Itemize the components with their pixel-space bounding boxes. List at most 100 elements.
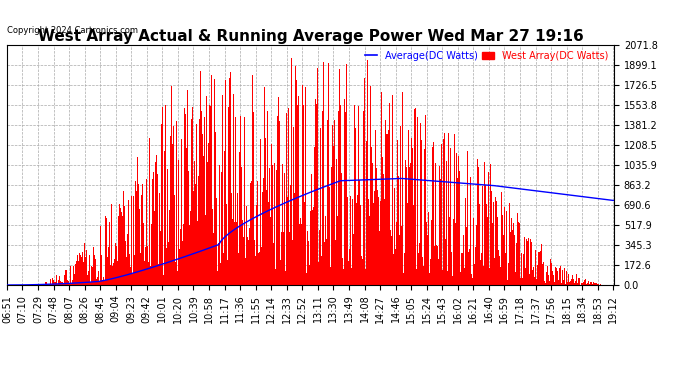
Bar [109,222,110,285]
Bar [57,284,58,285]
Bar [429,273,430,285]
Bar [395,249,396,285]
Bar [377,190,378,285]
Bar [402,92,403,285]
Bar [525,268,526,285]
Bar [219,165,220,285]
Bar [147,246,148,285]
Bar [173,126,174,285]
Bar [495,220,496,285]
Bar [252,75,253,285]
Bar [246,206,247,285]
Bar [43,284,44,285]
Bar [64,275,65,285]
Bar [65,270,66,285]
Bar [121,212,122,285]
Bar [366,60,368,285]
Bar [51,284,52,285]
Bar [272,177,273,285]
Bar [115,243,116,285]
Bar [526,242,528,285]
Bar [188,107,190,285]
Bar [259,252,260,285]
Bar [306,273,307,285]
Bar [190,211,191,285]
Bar [277,117,278,285]
Bar [431,237,433,285]
Bar [203,228,204,285]
Bar [302,85,303,285]
Bar [585,279,586,285]
Bar [70,266,71,285]
Bar [335,237,336,285]
Bar [438,259,439,285]
Bar [266,111,268,285]
Bar [410,163,411,285]
Bar [284,173,285,285]
Bar [559,268,560,285]
Bar [77,255,78,285]
Bar [369,216,370,285]
Bar [171,86,172,285]
Bar [394,188,395,285]
Bar [563,280,564,285]
Bar [199,119,200,285]
Bar [243,237,244,285]
Bar [84,243,86,285]
Bar [385,120,386,285]
Bar [347,198,348,285]
Bar [531,280,533,285]
Bar [142,184,143,285]
Bar [382,157,383,285]
Bar [551,263,552,285]
Bar [216,198,217,285]
Bar [560,266,561,285]
Bar [88,268,90,285]
Bar [48,284,49,285]
Bar [186,148,187,285]
Bar [54,282,55,285]
Bar [260,139,261,285]
Bar [134,250,135,285]
Bar [424,149,425,285]
Bar [574,284,575,285]
Bar [110,204,112,285]
Bar [390,230,391,285]
Bar [234,222,235,285]
Bar [144,261,145,285]
Bar [296,80,297,285]
Bar [562,270,563,285]
Bar [45,282,46,285]
Bar [548,275,549,285]
Bar [201,134,203,285]
Bar [414,109,415,285]
Bar [468,152,469,285]
Bar [155,162,156,285]
Bar [157,174,158,285]
Bar [477,159,478,285]
Bar [245,258,246,285]
Bar [187,90,188,285]
Bar [264,87,265,285]
Bar [371,147,372,285]
Bar [159,194,160,285]
Bar [387,134,388,285]
Bar [312,210,313,285]
Bar [351,268,352,285]
Bar [508,262,509,285]
Bar [213,233,214,285]
Bar [457,156,459,285]
Bar [91,266,92,285]
Bar [52,278,53,285]
Bar [558,280,559,285]
Bar [356,203,357,285]
Bar [590,282,591,285]
Bar [268,202,269,285]
Bar [483,266,484,285]
Bar [53,280,54,285]
Bar [63,283,64,285]
Bar [227,261,228,285]
Bar [540,251,541,285]
Bar [200,71,201,285]
Bar [550,259,551,285]
